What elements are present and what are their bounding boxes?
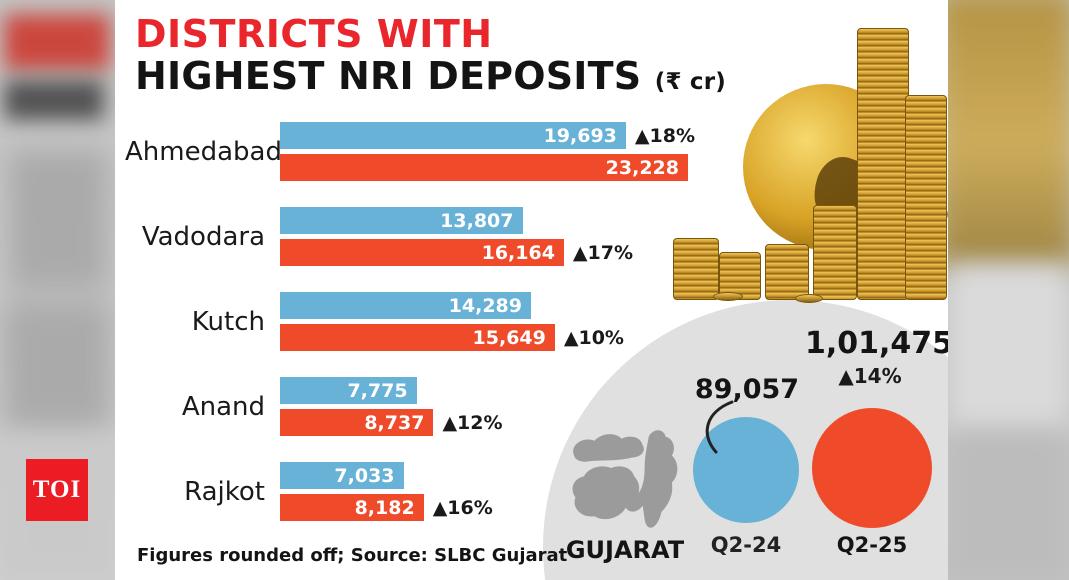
blurred-content-block	[948, 430, 1069, 580]
q2-25-period-label: Q2-25	[836, 533, 908, 557]
blurred-content-block	[8, 150, 108, 290]
district-label: Vadodara	[141, 221, 265, 252]
bar-line-q2-24: 19,693 ▲18%	[280, 122, 695, 149]
q2-24-total-value: 89,057	[694, 374, 800, 405]
q2-24-value: 7,033	[334, 464, 395, 487]
bar-line-q2-24: 7,775	[280, 377, 688, 404]
q2-25-total-value: 1,01,475	[805, 326, 948, 361]
q2-25-change: ▲16%	[432, 496, 493, 519]
q2-24-value: 7,775	[347, 379, 408, 402]
q2-24-change: ▲18%	[634, 124, 695, 147]
blurred-left-strip	[0, 0, 115, 580]
q2-24-circle	[693, 417, 799, 523]
q2-24-bar: 19,693	[280, 122, 626, 149]
coin-icon	[713, 292, 743, 301]
q2-24-period-label: Q2-24	[710, 533, 782, 557]
q2-24-bar: 7,033	[280, 462, 404, 489]
title-line-2: HIGHEST NRI DEPOSITS (₹ cr)	[135, 53, 726, 98]
coin-icon	[795, 294, 823, 303]
district-bars: 19,693 ▲18% 23,228	[280, 122, 695, 181]
blurred-dark-title	[4, 80, 104, 120]
q2-24-bar: 14,289	[280, 292, 531, 319]
district-bars: 7,775 8,737 ▲12%	[280, 377, 688, 436]
gujarat-label: GUJARAT	[565, 536, 685, 564]
q2-25-value: 8,182	[354, 496, 415, 519]
bar-line-q2-24: 14,289	[280, 292, 688, 319]
blurred-red-title	[4, 14, 110, 70]
coin-stack-icon	[765, 244, 809, 300]
district-bars: 7,033 8,182 ▲16%	[280, 462, 688, 521]
bar-chart: Ahmedabad 19,693 ▲18% 23,228	[125, 122, 695, 547]
q2-25-value: 15,649	[472, 326, 546, 349]
district-label: Kutch	[191, 306, 265, 337]
main-card: DISTRICTS WITH HIGHEST NRI DEPOSITS (₹ c…	[115, 0, 948, 580]
q2-25-bar: 8,182	[280, 494, 424, 521]
coin-stack-icon	[813, 205, 857, 300]
district-row: Kutch 14,289 15,649 ▲10%	[125, 292, 688, 351]
coin-stack-icon	[857, 28, 909, 300]
toi-logo-text: TOI	[32, 476, 82, 503]
title-line-2-text: HIGHEST NRI DEPOSITS	[135, 53, 642, 98]
q2-24-value: 13,807	[440, 209, 514, 232]
blurred-content-block	[948, 265, 1069, 435]
bar-line-q2-24: 13,807	[280, 207, 688, 234]
district-label: Anand	[181, 391, 265, 422]
q2-25-change: ▲12%	[442, 411, 503, 434]
q2-25-value: 23,228	[605, 156, 679, 179]
q2-24-value: 14,289	[448, 294, 522, 317]
q2-24-bar: 13,807	[280, 207, 523, 234]
blurred-coins-block	[948, 0, 1069, 270]
bar-line-q2-25: 8,182 ▲16%	[280, 494, 688, 521]
q2-25-circle	[812, 408, 932, 528]
district-bars: 13,807 16,164 ▲17%	[280, 207, 688, 266]
q2-25-change: ▲17%	[572, 241, 634, 264]
q2-25-change: ▲10%	[563, 326, 624, 349]
coin-stack-icon	[905, 95, 947, 300]
gujarat-map-icon	[572, 430, 678, 528]
district-bars: 14,289 15,649 ▲10%	[280, 292, 688, 351]
toi-logo: TOI	[26, 459, 88, 521]
bar-line-q2-25: 8,737 ▲12%	[280, 409, 688, 436]
q2-25-total-change: ▲14%	[838, 364, 902, 388]
bar-line-q2-25: 16,164 ▲17%	[280, 239, 688, 266]
district-label: Rajkot	[184, 476, 265, 507]
bar-line-q2-24: 7,033	[280, 462, 688, 489]
blurred-content-block	[2, 300, 112, 430]
q2-24-bar: 7,775	[280, 377, 417, 404]
q2-25-bar: 16,164	[280, 239, 564, 266]
title-unit: (₹ cr)	[654, 68, 726, 95]
title-line-1: DISTRICTS WITH	[135, 12, 493, 56]
district-row: Rajkot 7,033 8,182 ▲16%	[125, 462, 688, 521]
q2-25-value: 16,164	[481, 241, 555, 264]
globe-coins-illustration	[655, 0, 948, 305]
coin-stack-icon	[673, 238, 719, 300]
q2-25-bar: 15,649	[280, 324, 555, 351]
bar-line-q2-25: 23,228	[280, 154, 688, 181]
district-row: Vadodara 13,807 16,164 ▲17%	[125, 207, 688, 266]
q2-25-value: 8,737	[364, 411, 425, 434]
district-label: Ahmedabad	[125, 136, 282, 167]
district-row: Anand 7,775 8,737 ▲12%	[125, 377, 688, 436]
q2-25-bar: 8,737	[280, 409, 434, 436]
blurred-right-strip	[948, 0, 1069, 580]
q2-25-bar: 23,228	[280, 154, 688, 181]
chart-title: DISTRICTS WITH HIGHEST NRI DEPOSITS (₹ c…	[135, 12, 726, 98]
source-footnote: Figures rounded off; Source: SLBC Gujara…	[137, 545, 568, 566]
bar-line-q2-25: 15,649 ▲10%	[280, 324, 688, 351]
curved-pointer-line	[705, 400, 734, 454]
district-row: Ahmedabad 19,693 ▲18% 23,228	[125, 122, 695, 181]
q2-24-value: 19,693	[543, 124, 617, 147]
